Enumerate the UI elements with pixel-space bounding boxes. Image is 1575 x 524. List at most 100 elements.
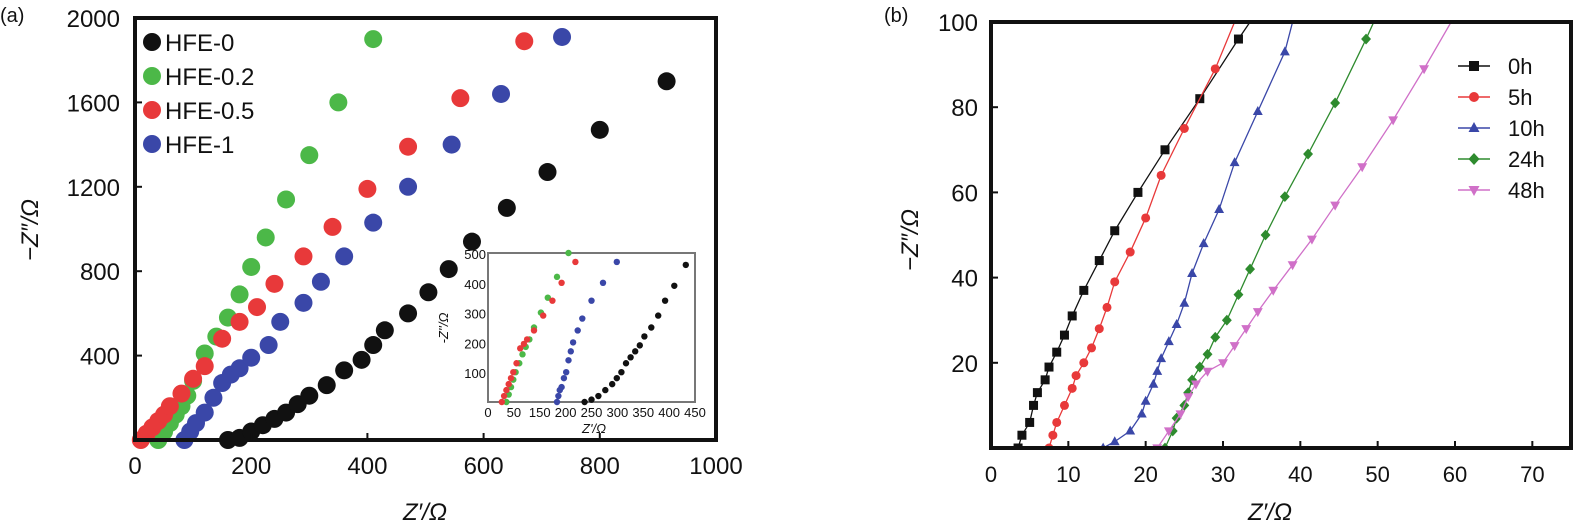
inset-x-tick-label: 0 [484,405,491,420]
data-point [300,386,319,405]
data-point [538,163,557,182]
data-point [323,217,342,236]
inset-data-point [661,297,669,304]
data-point [1125,425,1136,435]
inset-data-point [520,340,528,348]
data-point [1156,170,1166,180]
inset-data-point [503,398,510,406]
x-tick-label: 600 [464,453,504,480]
x-tick-label: 20 [1133,462,1157,487]
data-point [1044,362,1054,372]
data-point [1160,145,1170,155]
data-point [1330,97,1341,109]
data-point [462,232,481,251]
data-point [492,84,511,103]
inset-y-tick-label: 400 [464,277,486,292]
inset-data-point [613,258,620,266]
x-tick-label: 40 [1288,462,1312,487]
data-point [1252,106,1263,116]
data-point [1148,378,1159,388]
inset-y-tick-label: 200 [464,336,486,351]
legend-marker [1469,92,1479,102]
series-0h [1013,22,1251,448]
inset-x-tick-label: 350 [632,405,654,420]
inset-data-point [655,312,662,319]
series-HFE-0.5 [131,32,534,449]
inset-x-tick-label: 200 [555,405,577,420]
inset-x-tick-label: 150 [529,405,551,420]
data-point [213,329,232,348]
data-point [1202,348,1213,360]
data-point [1059,330,1069,340]
y-tick-label: 40 [951,266,978,293]
legend-marker [1468,122,1480,132]
data-point [160,397,179,416]
legend-label: 10h [1508,116,1545,141]
data-point [1163,427,1174,437]
inset-data-point [618,369,625,376]
data-point [1303,148,1314,160]
panel-label: (b) [884,5,908,27]
inset-data-point [549,297,556,304]
inset-data-point [682,261,689,269]
data-point [657,72,676,91]
y-tick-label: 60 [951,180,978,207]
data-point [1229,157,1240,167]
data-point [1279,46,1290,56]
x-tick-label: 200 [231,453,271,480]
data-point [1141,213,1151,223]
data-point [1079,358,1089,368]
data-point [1110,226,1120,236]
inset-data-point [505,380,512,388]
inset-data-point [555,392,562,400]
data-point [195,357,214,376]
data-point [1221,314,1232,326]
data-point [1094,324,1104,334]
data-point [442,135,461,154]
data-point [1198,238,1209,248]
legend-label: 5h [1508,85,1532,110]
inset-data-point [503,386,510,394]
inset-y-tick-label: 500 [464,247,486,262]
x-tick-label: 30 [1211,462,1235,487]
series-line [1156,22,1452,448]
data-point [590,120,609,139]
data-point [294,247,313,266]
inset-data-point [609,380,616,388]
panel-a: (a)0 200 400 600 800 1000400800120016002000Z′… [0,5,743,524]
inset-data-point [498,398,505,406]
y-tick-label: 400 [80,344,120,371]
data-point [1218,359,1228,369]
data-point [1059,400,1069,410]
data-point [1029,400,1039,410]
inset-data-point [553,398,561,406]
data-point [1071,371,1081,381]
legend-label: HFE-1 [165,132,234,159]
inset-data-point [613,374,620,382]
inset-data-point [565,357,572,364]
legend-label: HFE-0 [165,30,234,57]
data-point [399,137,418,156]
inset-data-point [588,396,595,403]
x-tick-label: 70 [1520,462,1544,487]
data-point [1419,65,1430,75]
series-line [1048,22,1236,448]
data-point [256,228,275,247]
data-point [1048,430,1058,440]
data-point [1210,331,1221,343]
data-point [242,348,261,367]
legend-label: HFE-0.5 [165,98,254,125]
data-point [358,179,377,198]
inset-data-point [513,360,520,367]
series-5h [1044,22,1236,448]
data-point [259,336,278,355]
y-axis-label: −Z″/Ω [897,209,924,271]
data-point [1183,393,1194,403]
inset-y-tick-label: 100 [464,366,486,381]
inset-data-point [581,398,588,406]
inset-data-point [558,279,565,286]
inset-series-HFE-0 [581,261,689,406]
series-10h [1100,22,1294,448]
x-tick-label: 60 [1443,462,1467,487]
legend-marker [143,67,161,85]
